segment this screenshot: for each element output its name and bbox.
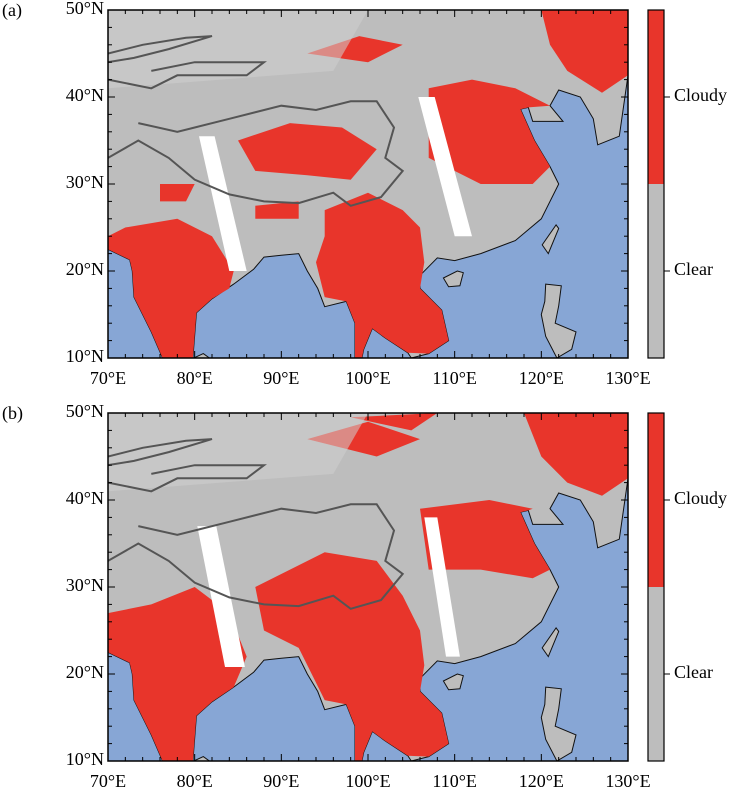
cloudy-area [428, 79, 550, 184]
x-tick-label: 120°E [519, 771, 564, 791]
panel-label: (a) [2, 0, 22, 21]
cloudy-area [350, 413, 438, 431]
colorbar-clear [648, 587, 664, 761]
x-tick-label: 100°E [345, 771, 390, 791]
island [540, 686, 577, 761]
swath-gap [197, 526, 245, 667]
x-tick-label: 110°E [432, 771, 477, 791]
cloudy-area [420, 500, 550, 579]
map [108, 10, 628, 358]
x-tick-label: 80°E [177, 771, 213, 791]
map-panel: 70°E 80°E 90°E 100°E 110°E 120°E 130°E 50°N 40°N… [2, 401, 727, 791]
plateau-outline [108, 503, 405, 610]
x-tick-label: 90°E [263, 771, 299, 791]
cloudy-area [108, 587, 247, 761]
lake-outline [108, 35, 213, 64]
cloudy-area [307, 421, 420, 457]
x-tick-label: 80°E [177, 368, 213, 388]
legend-label: Clear [674, 259, 713, 279]
cloudy-area [255, 201, 299, 219]
y-tick-label: 40°N [66, 488, 104, 508]
cloudy-area [238, 123, 377, 180]
legend-label: Cloudy [674, 488, 727, 508]
colorbar-clear [648, 184, 664, 358]
lake-outline [108, 438, 213, 467]
island [442, 270, 464, 288]
x-tick-label: 120°E [519, 368, 564, 388]
map-panel: 70°E 80°E 90°E 100°E 110°E 120°E 130°E 50°N 40°N… [2, 0, 727, 388]
panel-label: (b) [2, 403, 23, 424]
cloudy-area [160, 184, 195, 202]
x-tick-label: 130°E [605, 368, 650, 388]
island [541, 224, 560, 255]
x-tick-label: 70°E [90, 771, 126, 791]
y-tick-label: 50°N [66, 401, 104, 421]
colorbar-cloudy [648, 10, 664, 184]
cloudy-area [541, 10, 628, 93]
y-tick-label: 20°N [66, 259, 104, 279]
swath-gap [199, 136, 247, 271]
swath-gap [108, 413, 368, 492]
colorbar-cloudy [648, 413, 664, 587]
cloudy-area [524, 413, 628, 496]
x-tick-label: 130°E [605, 771, 650, 791]
swath-gap [424, 517, 460, 657]
y-tick-label: 30°N [66, 575, 104, 595]
y-tick-label: 40°N [66, 85, 104, 105]
island [540, 283, 577, 358]
swath-gap [418, 97, 472, 237]
map [108, 413, 628, 761]
island [193, 353, 211, 358]
legend-label: Clear [674, 662, 713, 682]
plateau-outline [108, 100, 405, 207]
basin-outline [108, 464, 267, 493]
cloudy-area [316, 192, 449, 358]
island [193, 756, 211, 761]
island [442, 673, 464, 691]
y-tick-label: 10°N [66, 749, 104, 769]
x-tick-label: 90°E [263, 368, 299, 388]
cloudy-area [108, 218, 234, 358]
island [541, 627, 560, 658]
y-tick-label: 30°N [66, 172, 104, 192]
colorbar-frame [647, 412, 665, 762]
colorbar-frame [647, 9, 665, 359]
legend-label: Cloudy [674, 85, 727, 105]
y-tick-label: 50°N [66, 0, 104, 18]
y-tick-label: 10°N [66, 346, 104, 366]
x-tick-label: 70°E [90, 368, 126, 388]
swath-gap [108, 10, 368, 89]
y-tick-label: 20°N [66, 662, 104, 682]
x-tick-label: 100°E [345, 368, 390, 388]
basin-outline [108, 61, 267, 90]
x-tick-label: 110°E [432, 368, 477, 388]
